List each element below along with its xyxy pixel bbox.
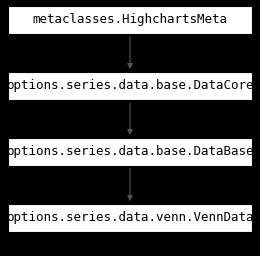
- FancyBboxPatch shape: [8, 204, 252, 232]
- Text: options.series.data.venn.VennData: options.series.data.venn.VennData: [6, 211, 254, 225]
- Text: options.series.data.base.DataBase: options.series.data.base.DataBase: [6, 145, 254, 158]
- Text: options.series.data.base.DataCore: options.series.data.base.DataCore: [6, 80, 254, 92]
- FancyBboxPatch shape: [8, 138, 252, 166]
- FancyBboxPatch shape: [8, 6, 252, 34]
- FancyBboxPatch shape: [8, 72, 252, 100]
- Text: metaclasses.HighchartsMeta: metaclasses.HighchartsMeta: [32, 14, 228, 27]
